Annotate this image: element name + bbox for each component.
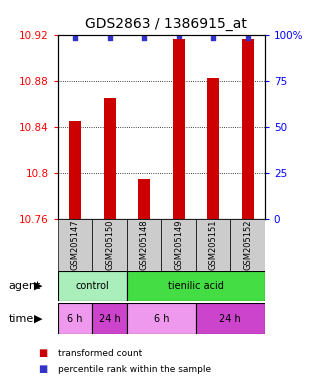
Bar — [138, 179, 150, 219]
Text: ■: ■ — [38, 348, 48, 358]
Point — [107, 35, 112, 41]
Bar — [207, 78, 219, 219]
Bar — [92, 303, 127, 334]
Bar — [58, 219, 92, 271]
Text: GSM205152: GSM205152 — [243, 220, 252, 270]
Text: GDS2863 / 1386915_at: GDS2863 / 1386915_at — [84, 17, 247, 31]
Bar — [196, 219, 230, 271]
Point — [141, 35, 147, 41]
Bar — [92, 219, 127, 271]
Text: agent: agent — [8, 281, 41, 291]
Text: GSM205148: GSM205148 — [140, 220, 149, 270]
Text: GSM205147: GSM205147 — [71, 220, 80, 270]
Bar — [196, 303, 265, 334]
Bar — [104, 98, 116, 219]
Bar — [127, 271, 265, 301]
Text: ▶: ▶ — [34, 281, 42, 291]
Text: 6 h: 6 h — [154, 314, 169, 324]
Text: 24 h: 24 h — [99, 314, 120, 324]
Text: GSM205149: GSM205149 — [174, 220, 183, 270]
Bar — [58, 303, 92, 334]
Text: percentile rank within the sample: percentile rank within the sample — [58, 365, 211, 374]
Bar — [161, 219, 196, 271]
Text: time: time — [8, 314, 33, 324]
Bar — [230, 219, 265, 271]
Bar — [172, 39, 185, 219]
Text: control: control — [75, 281, 109, 291]
Text: 6 h: 6 h — [68, 314, 83, 324]
Text: ■: ■ — [38, 364, 48, 374]
Bar — [58, 271, 127, 301]
Point — [245, 35, 250, 41]
Text: ▶: ▶ — [34, 314, 42, 324]
Text: GSM205150: GSM205150 — [105, 220, 114, 270]
Point — [176, 33, 181, 40]
Text: 24 h: 24 h — [219, 314, 241, 324]
Point — [72, 35, 78, 41]
Bar — [69, 121, 81, 219]
Bar — [127, 303, 196, 334]
Bar — [242, 39, 254, 219]
Text: tienilic acid: tienilic acid — [168, 281, 224, 291]
Bar — [127, 219, 161, 271]
Text: GSM205151: GSM205151 — [209, 220, 217, 270]
Point — [211, 35, 216, 41]
Text: transformed count: transformed count — [58, 349, 142, 358]
